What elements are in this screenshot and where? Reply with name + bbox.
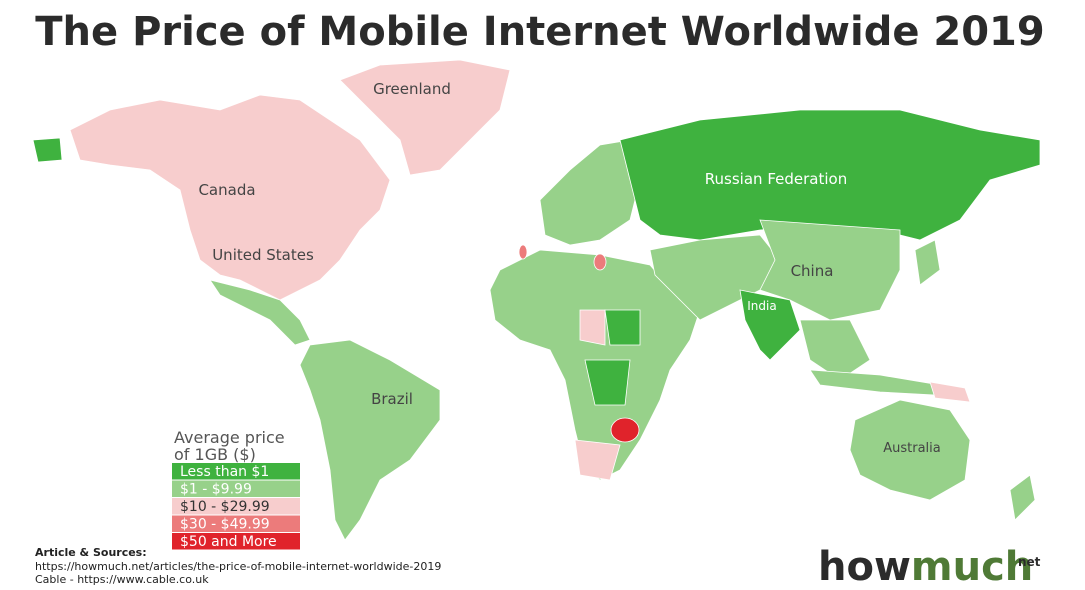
legend-swatch (172, 515, 300, 532)
country (209, 279, 311, 346)
source-line: Cable - https://www.cable.co.uk (35, 573, 209, 586)
country (619, 109, 1041, 241)
country (929, 381, 971, 403)
country (610, 417, 640, 443)
logo-suffix: net (1018, 555, 1041, 569)
legend-swatch (172, 463, 300, 480)
country-label: China (791, 262, 834, 280)
country (1009, 474, 1036, 521)
legend-title: of 1GB ($) (174, 445, 256, 464)
logo-part: how (818, 544, 911, 590)
country-label: Brazil (371, 390, 413, 408)
country-label: Greenland (373, 80, 451, 98)
country (584, 359, 631, 406)
country (579, 309, 606, 346)
country-label: Canada (198, 181, 255, 199)
country (799, 319, 871, 381)
legend-label: $1 - $9.99 (180, 482, 252, 498)
country-label: India (747, 299, 776, 313)
country-label: Russian Federation (705, 170, 847, 188)
legend-label: Less than $1 (180, 464, 269, 480)
country (574, 439, 621, 481)
legend-label: $10 - $29.99 (180, 499, 270, 515)
source-line: https://howmuch.net/articles/the-price-o… (35, 560, 441, 573)
legend-label: $30 - $49.99 (180, 517, 270, 533)
country (593, 253, 607, 271)
sources-heading: Article & Sources: (35, 546, 147, 559)
country (299, 339, 441, 541)
legend-label: $50 and More (180, 534, 277, 550)
country (914, 239, 941, 286)
legend-title: Average price (174, 428, 285, 447)
country (518, 244, 528, 260)
country (649, 234, 781, 321)
country (339, 59, 511, 176)
logo-part: much (911, 544, 1033, 590)
country (69, 94, 391, 301)
country (759, 219, 901, 321)
country (32, 137, 63, 163)
country-label: Australia (883, 441, 941, 456)
country (604, 309, 641, 346)
legend: Less than $1 $1 - $9.99$10 - $29.99 $30 - … (172, 463, 300, 550)
world-map (32, 59, 1041, 541)
country (739, 289, 801, 361)
legend-swatch (172, 480, 300, 497)
country-label: United States (212, 246, 314, 264)
legend-swatch (172, 498, 300, 515)
title: The Price of Mobile Internet Worldwide 2… (35, 9, 1044, 55)
legend-swatch (172, 533, 300, 550)
logo: howmuch (818, 544, 1033, 590)
country (849, 399, 971, 501)
